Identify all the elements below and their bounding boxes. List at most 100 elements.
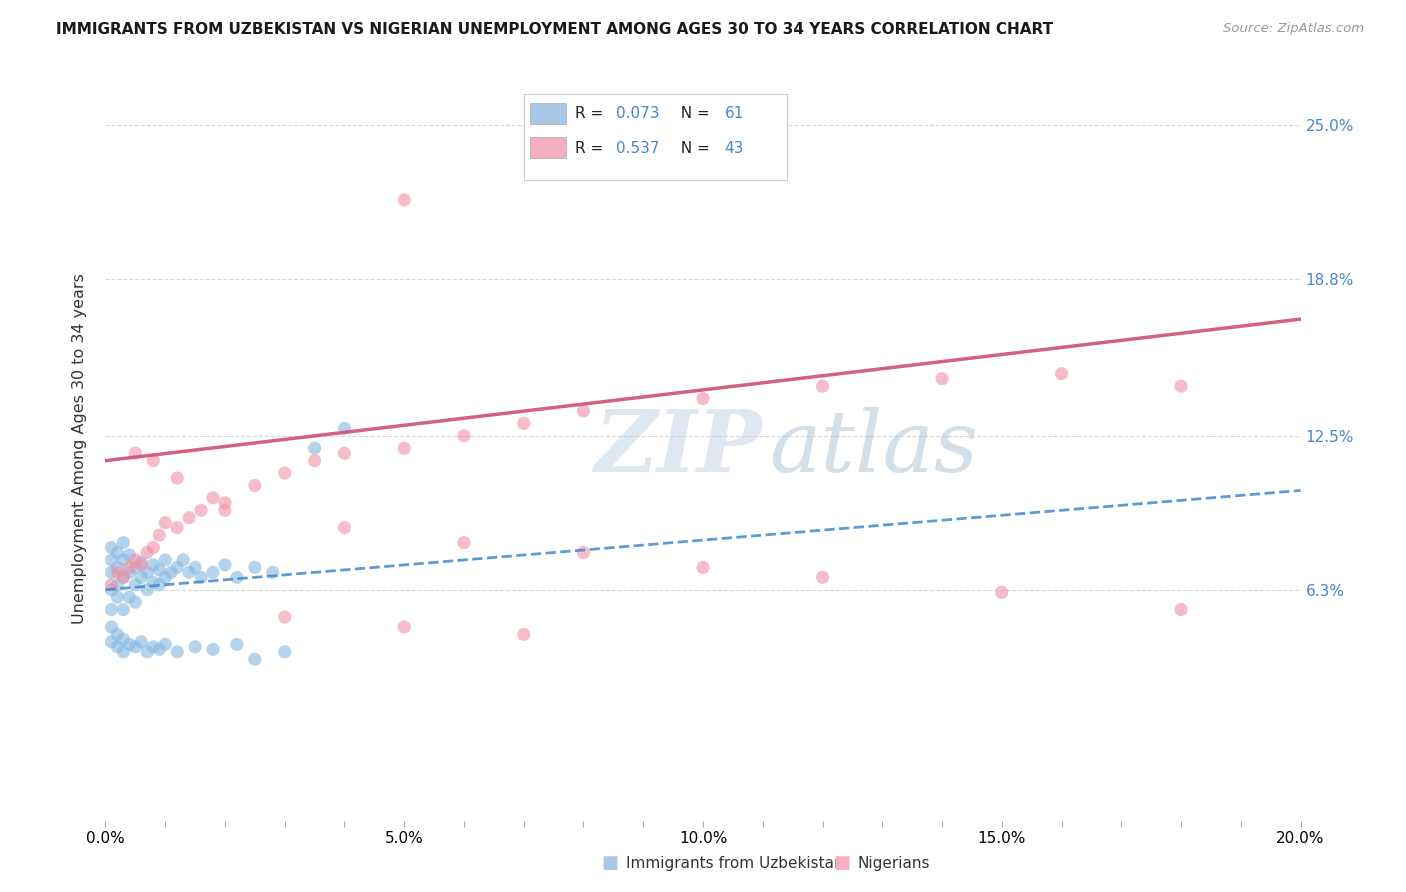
Text: IMMIGRANTS FROM UZBEKISTAN VS NIGERIAN UNEMPLOYMENT AMONG AGES 30 TO 34 YEARS CO: IMMIGRANTS FROM UZBEKISTAN VS NIGERIAN U…: [56, 22, 1053, 37]
Point: [225, 637, 249, 651]
Point: [112, 645, 135, 659]
Point: [136, 566, 159, 580]
Text: Nigerians: Nigerians: [858, 856, 931, 871]
Point: [333, 421, 356, 435]
Point: [155, 637, 177, 651]
Point: [243, 560, 266, 574]
Point: [1050, 367, 1073, 381]
Point: [142, 640, 165, 654]
Point: [112, 535, 135, 549]
Point: [214, 503, 236, 517]
Point: [118, 548, 141, 562]
Point: [273, 610, 295, 624]
Point: [124, 578, 146, 592]
Point: [107, 627, 129, 641]
Point: [273, 466, 295, 480]
Point: [262, 566, 284, 580]
Point: [107, 560, 129, 574]
Point: [394, 442, 416, 456]
FancyBboxPatch shape: [530, 103, 565, 124]
Point: [304, 442, 326, 456]
Point: [124, 446, 146, 460]
Point: [112, 632, 135, 647]
Point: [129, 558, 153, 572]
Point: [155, 516, 177, 530]
Point: [1170, 602, 1192, 616]
Point: [172, 553, 194, 567]
Point: [177, 510, 201, 524]
Point: [811, 570, 834, 584]
Point: [243, 652, 266, 666]
Y-axis label: Unemployment Among Ages 30 to 34 years: Unemployment Among Ages 30 to 34 years: [72, 273, 87, 624]
Point: [190, 570, 212, 584]
Point: [129, 635, 153, 649]
Point: [112, 602, 135, 616]
Point: [202, 566, 225, 580]
Point: [394, 193, 416, 207]
Point: [107, 566, 129, 580]
Point: [148, 528, 170, 542]
Point: [572, 545, 595, 559]
Point: [118, 566, 141, 580]
Point: [214, 558, 236, 572]
Point: [243, 478, 266, 492]
Point: [184, 560, 207, 574]
Point: [100, 541, 122, 555]
Point: [990, 585, 1012, 599]
Point: [148, 563, 170, 577]
Point: [118, 560, 141, 574]
Point: [1170, 379, 1192, 393]
Point: [118, 637, 141, 651]
Point: [107, 591, 129, 605]
Point: [112, 570, 135, 584]
Point: [304, 453, 326, 467]
Point: [166, 471, 188, 485]
Point: [107, 640, 129, 654]
Point: [100, 635, 122, 649]
Point: [129, 570, 153, 584]
Point: [394, 620, 416, 634]
Point: [184, 640, 207, 654]
Point: [148, 578, 170, 592]
Point: [100, 566, 122, 580]
Point: [931, 372, 953, 386]
Text: N =: N =: [671, 141, 714, 155]
Point: [214, 496, 236, 510]
Point: [202, 491, 225, 505]
Point: [225, 570, 249, 584]
Text: 43: 43: [724, 141, 744, 155]
Point: [112, 570, 135, 584]
Point: [572, 404, 595, 418]
Point: [118, 591, 141, 605]
FancyBboxPatch shape: [524, 95, 787, 180]
Point: [177, 566, 201, 580]
Point: [166, 560, 188, 574]
Point: [142, 541, 165, 555]
Point: [124, 560, 146, 574]
Point: [155, 553, 177, 567]
Text: Immigrants from Uzbekistan: Immigrants from Uzbekistan: [626, 856, 844, 871]
Point: [273, 645, 295, 659]
Text: R =: R =: [575, 141, 609, 155]
Point: [142, 575, 165, 590]
Point: [692, 560, 714, 574]
Point: [100, 582, 122, 597]
Point: [811, 379, 834, 393]
Point: [142, 558, 165, 572]
Point: [692, 392, 714, 406]
Point: [160, 566, 183, 580]
Text: ■: ■: [834, 855, 851, 872]
Point: [142, 453, 165, 467]
Point: [124, 553, 146, 567]
Point: [136, 582, 159, 597]
Point: [202, 642, 225, 657]
Point: [100, 578, 122, 592]
Point: [190, 503, 212, 517]
Point: [124, 595, 146, 609]
Point: [333, 446, 356, 460]
Point: [333, 521, 356, 535]
Point: [148, 642, 170, 657]
Text: R =: R =: [575, 105, 609, 120]
Point: [129, 556, 153, 570]
Point: [100, 602, 122, 616]
